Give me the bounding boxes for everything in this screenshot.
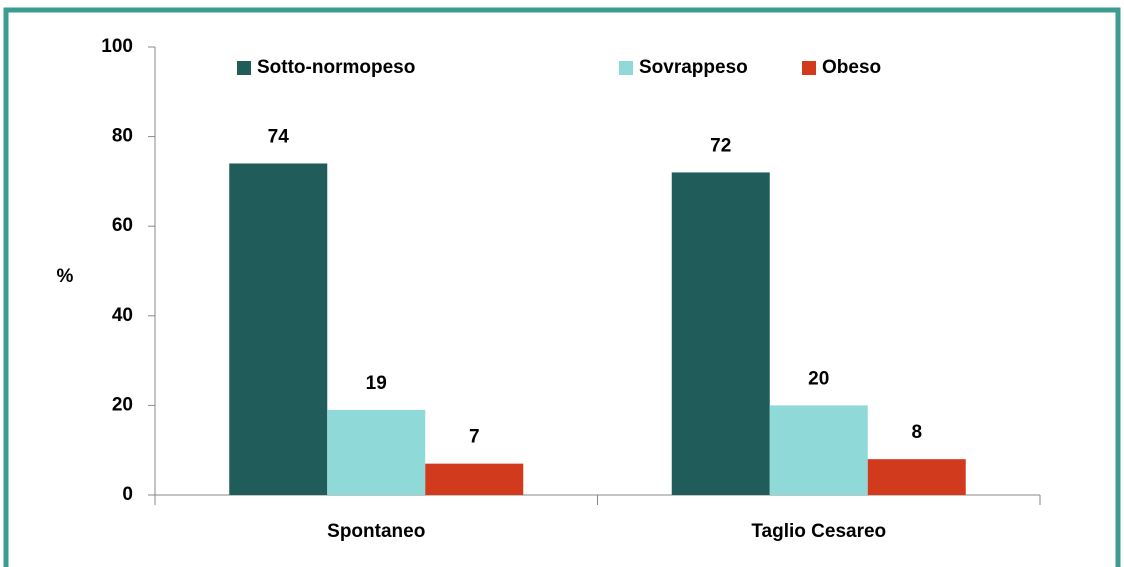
x-tick-label: Taglio Cesareo [751,521,886,542]
data-label: 74 [268,126,290,147]
data-label: 7 [469,427,480,448]
legend-label: Obeso [822,57,881,78]
y-axis-label: % [57,266,74,287]
data-label: 8 [911,422,922,443]
legend-swatch [802,61,816,75]
y-tick-label: 40 [112,305,133,326]
data-label: 19 [366,373,387,394]
bar [769,405,868,495]
legend-swatch [619,61,633,75]
y-tick-label: 100 [101,36,133,57]
legend-swatch [237,61,251,75]
legend-label: Sotto-normopeso [257,57,415,78]
frame [3,7,1121,567]
x-tick-label: Spontaneo [327,521,425,542]
data-label: 20 [808,368,829,389]
y-tick-label: 20 [112,394,133,415]
y-tick-label: 80 [112,126,133,147]
legend-label: Sovrappeso [639,57,748,78]
bar [327,409,426,495]
bar [229,163,328,496]
y-tick-label: 60 [112,215,133,236]
bar [671,172,770,495]
bar [425,463,524,495]
bar [867,459,966,495]
data-label: 72 [710,135,731,156]
y-tick-label: 0 [122,484,133,505]
